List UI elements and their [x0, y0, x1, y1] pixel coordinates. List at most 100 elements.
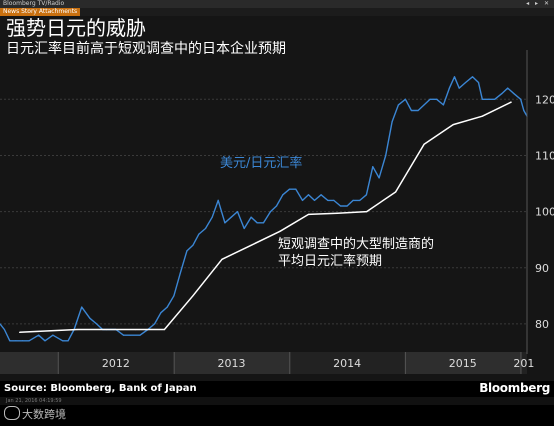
x-band-segment	[174, 352, 290, 374]
watermark-logo-icon	[4, 406, 20, 420]
x-band-segment	[405, 352, 521, 374]
series-point-usdjpy	[211, 216, 213, 218]
series-point-forecast	[134, 328, 137, 331]
series-point-usdjpy	[44, 340, 46, 342]
x-tick-label: 201	[513, 357, 534, 370]
y-tick-label: 80	[535, 318, 549, 331]
series-point-usdjpy	[95, 323, 98, 325]
chart-subtitle: 日元汇率目前高于短观调查中的日本企业预期	[6, 41, 286, 57]
series-point-usdjpy	[243, 227, 245, 230]
series-point-usdjpy	[464, 81, 467, 84]
series-point-forecast	[452, 123, 454, 126]
series-point-usdjpy	[153, 323, 156, 325]
series-line-usdjpy	[0, 76, 528, 342]
series-point-forecast	[279, 230, 281, 232]
series-point-usdjpy	[122, 334, 125, 336]
y-tick-label: 100	[535, 206, 554, 219]
series-point-usdjpy	[513, 93, 515, 95]
x-axis-band	[0, 352, 527, 374]
series-point-usdjpy	[359, 199, 361, 201]
bloomberg-logo: Bloomberg	[479, 381, 550, 395]
series-point-usdjpy	[453, 76, 456, 78]
series-point-usdjpy	[179, 272, 181, 274]
series-point-usdjpy	[28, 340, 30, 342]
series-point-usdjpy	[481, 98, 483, 100]
series-point-usdjpy	[21, 340, 24, 342]
series-point-usdjpy	[397, 104, 400, 106]
series-point-usdjpy	[385, 154, 387, 157]
series-point-usdjpy	[3, 328, 6, 331]
series-point-forecast	[105, 328, 108, 331]
series-point-forecast	[19, 331, 21, 333]
series-point-usdjpy	[192, 244, 194, 246]
series-point-usdjpy	[173, 295, 175, 297]
series-point-usdjpy	[301, 199, 304, 201]
series-line-forecast	[19, 101, 512, 334]
series-point-usdjpy	[129, 334, 131, 336]
series-point-usdjpy	[471, 76, 474, 78]
series-point-usdjpy	[339, 205, 342, 207]
series-point-usdjpy	[404, 98, 406, 100]
x-band-segment	[520, 352, 527, 374]
series-point-usdjpy	[256, 222, 258, 224]
series-point-usdjpy	[417, 109, 419, 112]
series-point-usdjpy	[372, 166, 374, 168]
series-point-usdjpy	[186, 250, 188, 252]
series-point-usdjpy	[230, 216, 232, 218]
series-point-usdjpy	[410, 109, 413, 112]
series-point-usdjpy	[38, 334, 40, 336]
series-point-usdjpy	[501, 93, 503, 95]
x-axis: 2012 2013 2014 2015 201	[102, 357, 534, 370]
series-point-usdjpy	[477, 81, 480, 84]
series-point-usdjpy	[442, 104, 444, 106]
series-point-forecast	[163, 328, 165, 331]
series-point-usdjpy	[333, 199, 335, 201]
y-axis: 80 90 100 110 120	[526, 50, 554, 354]
series-point-usdjpy	[67, 340, 69, 342]
series-point-usdjpy	[436, 98, 438, 100]
window-controls[interactable]: ◂ ▸ ✕	[526, 0, 551, 7]
series-point-usdjpy	[236, 211, 239, 213]
tab-news-story-attachments[interactable]: News Story Attachments	[0, 8, 81, 16]
x-tick-label: 2015	[449, 357, 477, 370]
series-point-forecast	[423, 143, 425, 145]
series-point-usdjpy	[52, 334, 54, 336]
series-point-usdjpy	[160, 312, 162, 314]
series-point-usdjpy	[81, 306, 83, 308]
y-tick-label: 110	[535, 149, 554, 162]
series-point-usdjpy	[15, 340, 17, 342]
timestamp-bar: Jan 21, 2016 04:19:59	[0, 397, 554, 405]
series-point-usdjpy	[429, 98, 431, 100]
series-point-forecast	[394, 191, 397, 193]
series-point-usdjpy	[224, 222, 226, 224]
x-band-segment	[289, 352, 406, 374]
series-point-usdjpy	[250, 216, 252, 218]
series-point-usdjpy	[448, 87, 451, 89]
series-layer	[0, 76, 528, 342]
series-point-usdjpy	[9, 340, 11, 342]
x-tick-label: 2014	[333, 357, 361, 370]
series-label-forecast-line1: 短观调查中的大型制造商的	[278, 237, 435, 252]
series-point-usdjpy	[295, 188, 297, 190]
series-point-usdjpy	[352, 199, 354, 201]
series-point-forecast	[192, 295, 194, 297]
series-point-usdjpy	[523, 109, 525, 112]
window-titlebar: Bloomberg TV/Radio ◂ ▸ ✕	[0, 0, 554, 8]
series-point-usdjpy	[458, 87, 460, 89]
timestamp: Jan 21, 2016 04:19:59	[6, 398, 62, 404]
series-label-forecast: 短观调查中的大型制造商的 平均日元汇率预期	[278, 236, 434, 270]
chart-title: 强势日元的威胁	[6, 16, 146, 40]
x-tick-label: 2013	[218, 357, 246, 370]
series-point-usdjpy	[217, 199, 219, 201]
chart-footer: Source: Bloomberg, Bank of Japan Bloombe…	[0, 381, 554, 397]
series-label-forecast-line2: 平均日元汇率预期	[278, 254, 383, 269]
series-point-forecast	[76, 328, 78, 331]
series-point-forecast	[337, 212, 339, 214]
series-point-usdjpy	[494, 98, 496, 100]
series-point-forecast	[481, 115, 483, 117]
series-point-usdjpy	[423, 104, 425, 106]
series-point-usdjpy	[320, 194, 322, 196]
x-tick-label: 2012	[102, 357, 130, 370]
series-point-forecast	[307, 213, 310, 216]
